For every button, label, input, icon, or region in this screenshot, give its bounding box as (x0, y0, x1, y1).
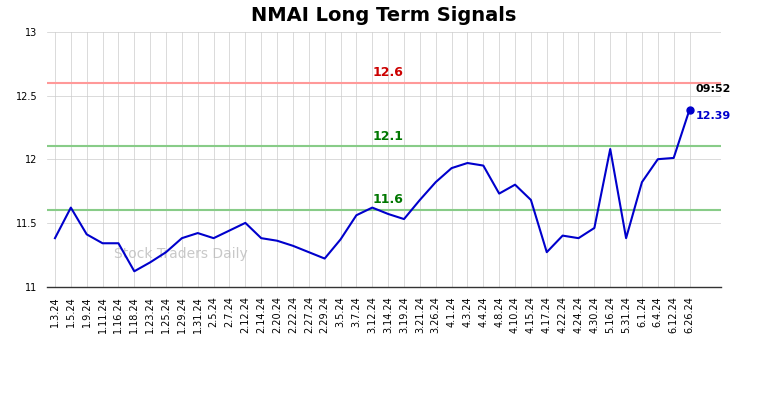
Text: 11.6: 11.6 (372, 193, 403, 206)
Text: 12.6: 12.6 (372, 66, 403, 79)
Title: NMAI Long Term Signals: NMAI Long Term Signals (252, 6, 517, 25)
Text: 09:52: 09:52 (696, 84, 731, 94)
Text: 12.39: 12.39 (696, 111, 731, 121)
Text: 12.1: 12.1 (372, 130, 403, 142)
Text: Stock Traders Daily: Stock Traders Daily (114, 247, 249, 261)
